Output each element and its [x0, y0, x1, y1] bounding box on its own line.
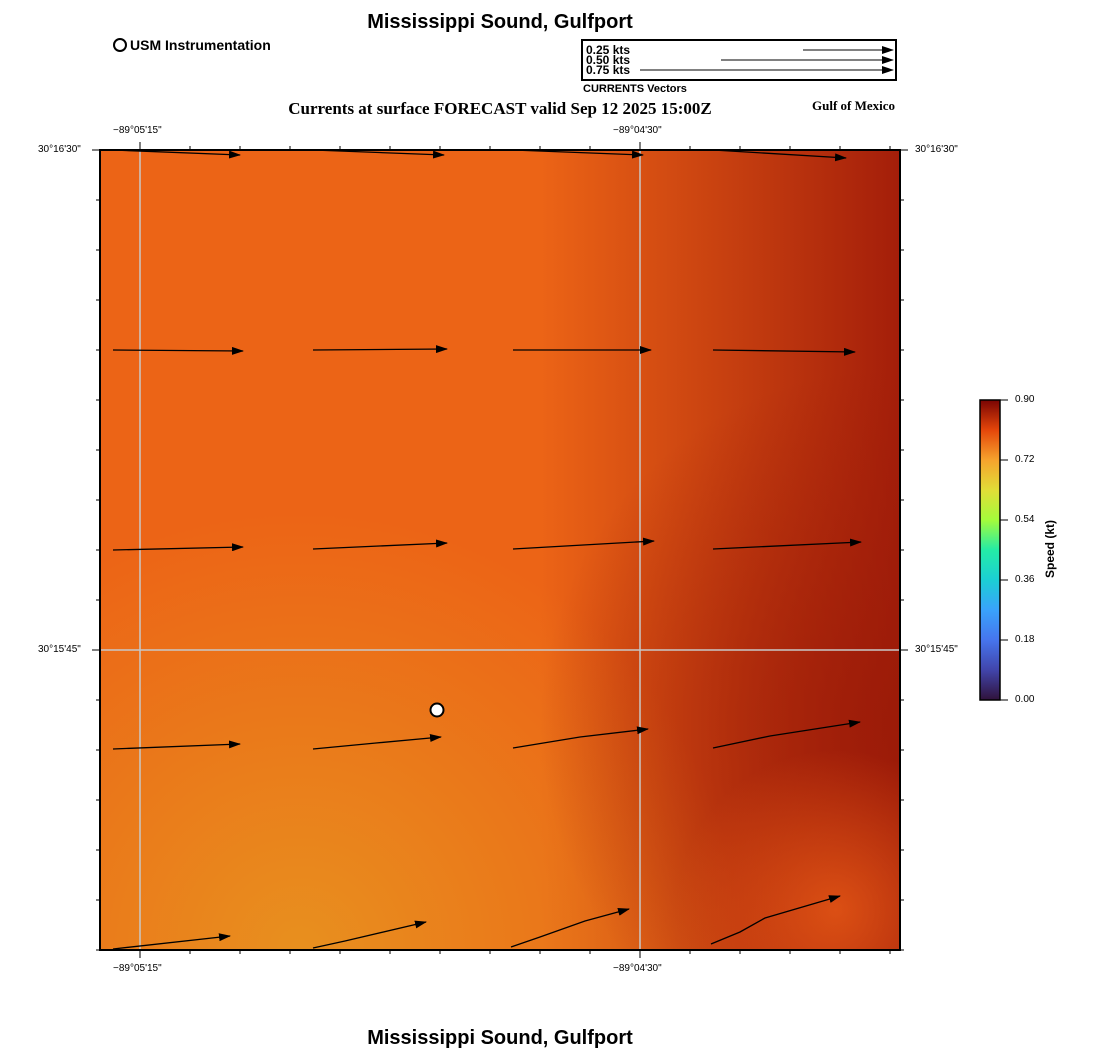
current-arrow — [112, 149, 241, 159]
current-arrow — [112, 933, 231, 950]
current-arrow — [512, 726, 649, 749]
current-arrow — [312, 920, 427, 949]
vector-legend-arrows — [640, 46, 894, 74]
current-arrow — [112, 740, 241, 750]
colorbar-tick-label: 0.72 — [1015, 454, 1035, 465]
vector-legend-label-2: 0.50 kts — [586, 53, 631, 67]
forecast-subtitle: Currents at surface FORECAST valid Sep 1… — [288, 99, 712, 118]
current-arrow — [312, 539, 448, 550]
colorbar-tick-label: 0.54 — [1015, 514, 1035, 525]
colorbar — [979, 399, 1008, 701]
station-circle-icon — [113, 38, 127, 52]
map-title: Mississippi Sound, Gulfport — [367, 11, 633, 33]
top-lon-label-2: −89°04'30" — [613, 125, 662, 136]
right-lat-label-1: 30°16'30" — [915, 144, 958, 155]
station-legend-label: USM Instrumentation — [130, 37, 271, 53]
footer-title: Mississippi Sound, Gulfport — [367, 1027, 633, 1049]
current-arrow — [510, 908, 630, 948]
colorbar-title: Speed (kt) — [1043, 520, 1057, 579]
colorbar-tick-label: 0.18 — [1015, 634, 1035, 645]
current-arrow — [712, 538, 862, 550]
bottom-lon-label-1: −89°05'15" — [113, 963, 162, 974]
current-arrow — [312, 734, 442, 750]
current-arrow — [512, 149, 644, 159]
colorbar-tick-label: 0.36 — [1015, 574, 1035, 585]
current-arrow — [712, 149, 847, 162]
left-lat-label-2: 30°15'45" — [38, 644, 81, 655]
usm-station-marker[interactable] — [429, 702, 445, 718]
speed-field — [100, 150, 900, 950]
current-arrow — [312, 149, 445, 159]
station-legend: USM Instrumentation — [113, 37, 271, 53]
current-arrow — [312, 345, 448, 354]
top-lon-label-1: −89°05'15" — [113, 125, 162, 136]
right-lat-label-2: 30°15'45" — [915, 644, 958, 655]
left-lat-label-1: 30°16'30" — [38, 144, 81, 155]
current-arrow — [512, 537, 655, 550]
colorbar-ramp — [979, 399, 1001, 701]
vector-legend-label-3: 0.75 kts — [586, 63, 631, 77]
current-arrow — [712, 719, 861, 749]
current-arrow — [712, 347, 856, 356]
current-arrow — [112, 346, 244, 355]
vector-legend-caption: CURRENTS Vectors — [583, 83, 687, 95]
bottom-lon-label-2: −89°04'30" — [613, 963, 662, 974]
vector-legend-label-1: 0.25 kts — [586, 43, 631, 57]
current-vectors — [112, 149, 862, 950]
colorbar-tick-label: 0.90 — [1015, 394, 1035, 405]
colorbar-tick-label: 0.00 — [1015, 694, 1035, 705]
current-arrow — [710, 895, 841, 945]
current-arrow — [112, 543, 244, 552]
region-label: Gulf of Mexico — [812, 98, 896, 113]
map-frame — [92, 142, 908, 958]
